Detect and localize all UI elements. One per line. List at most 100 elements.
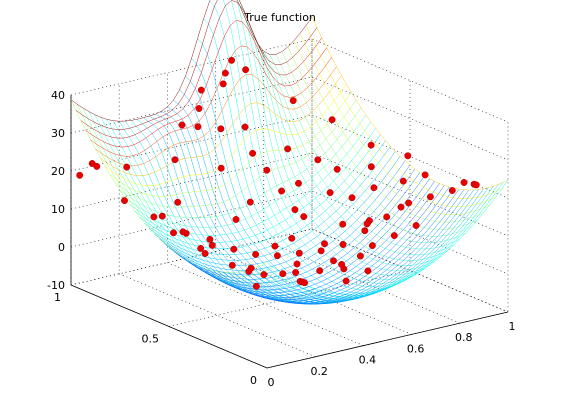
- sample-point-70: [338, 260, 346, 268]
- mesh-line-y-40: [70, 0, 313, 122]
- sample-point-27: [356, 252, 364, 260]
- mesh-line-y-34: [100, 75, 342, 176]
- sample-point-59: [363, 220, 371, 228]
- sample-point-44: [348, 194, 356, 202]
- mesh-line-y-30: [119, 107, 362, 219]
- sample-point-72: [292, 269, 300, 276]
- mesh-line-y-23: [154, 151, 396, 266]
- sample-point-58: [291, 206, 299, 214]
- sample-point-50: [194, 123, 202, 131]
- sample-point-35: [249, 149, 257, 157]
- sample-point-73: [260, 271, 268, 279]
- sample-point-48: [300, 213, 308, 221]
- sample-point-30: [201, 250, 209, 257]
- sample-point-11: [295, 249, 303, 257]
- mesh-line-y-22: [159, 156, 401, 271]
- mesh-line-y-9: [222, 189, 465, 305]
- mesh-line-y-4: [247, 187, 489, 303]
- mesh-line-y-15: [193, 181, 435, 296]
- sample-point-18: [448, 187, 456, 194]
- sample-point-15: [383, 213, 391, 221]
- mesh-line-y-29: [124, 114, 367, 228]
- x-grid-line-5: [311, 39, 509, 313]
- sample-point-56: [293, 260, 301, 268]
- sample-point-5: [158, 212, 166, 220]
- x-tick-label-3: 0.6: [407, 342, 425, 355]
- sample-point-3: [121, 197, 128, 205]
- sample-point-71: [316, 267, 324, 275]
- z-tick-label-0: -10: [47, 279, 65, 292]
- sample-point-37: [195, 105, 203, 112]
- mesh-line-x-35: [281, 51, 478, 230]
- sample-point-60: [397, 203, 405, 211]
- y-tick-label-1: 0.5: [142, 333, 160, 346]
- sample-point-45: [370, 184, 378, 192]
- x-tick-label-0: 0: [268, 376, 275, 389]
- sample-point-66: [368, 242, 376, 250]
- sample-point-75: [197, 244, 205, 252]
- sample-point-17: [426, 193, 434, 201]
- sample-point-38: [197, 86, 205, 94]
- sample-point-32: [208, 241, 216, 249]
- z-grid-line-5: [70, 38, 509, 123]
- sample-point-51: [232, 216, 240, 223]
- mesh-line-y-39: [75, 0, 318, 130]
- z-tick-label-1: 0: [58, 241, 65, 254]
- sample-point-4: [123, 163, 131, 171]
- mesh-line-y-16: [188, 178, 430, 294]
- y-tick-label-0: 0: [250, 374, 257, 387]
- y-tick-label-2: 1: [54, 291, 61, 304]
- mesh-line-x-6: [106, 119, 304, 295]
- sample-point-83: [321, 240, 328, 248]
- sample-point-7: [206, 235, 214, 243]
- sample-point-77: [179, 228, 187, 236]
- mesh-line-y-14: [198, 183, 440, 298]
- mesh-line-y-28: [129, 121, 371, 236]
- mesh-line-y-26: [139, 134, 381, 250]
- mesh-line-y-25: [144, 140, 386, 255]
- mesh-line-y-3: [252, 186, 494, 301]
- mesh-line-y-37: [85, 20, 327, 148]
- x-grid-line-4: [263, 50, 460, 324]
- z-tick-label-3: 20: [51, 165, 65, 178]
- sample-point-64: [328, 116, 336, 124]
- sample-point-36: [217, 125, 225, 133]
- sample-points: [76, 56, 480, 290]
- mesh-line-y-10: [217, 188, 460, 304]
- axes: [70, 95, 509, 369]
- x-grid-line-1: [118, 83, 316, 358]
- sample-point-41: [263, 166, 271, 174]
- mesh-line-y-36: [90, 45, 332, 157]
- x-tick-label-5: 1: [509, 320, 516, 333]
- sample-point-42: [295, 179, 302, 187]
- sample-point-82: [330, 257, 337, 265]
- sample-point-63: [367, 141, 375, 149]
- mesh-line-y-19: [173, 168, 416, 284]
- z-axis-ticks: -10 0 10 20 30 40: [47, 89, 65, 292]
- sample-point-13: [339, 241, 347, 248]
- z-tick-label-2: 10: [51, 203, 65, 216]
- axis-edge-0: [266, 311, 509, 369]
- z-grid-line-1: [70, 190, 509, 275]
- mesh-line-x-15: [161, 111, 358, 305]
- mesh-line-y-7: [232, 189, 474, 305]
- sample-point-9: [252, 250, 260, 258]
- mesh-line-x-37: [293, 40, 490, 215]
- sample-point-76: [150, 213, 158, 221]
- z-tick-label-4: 30: [51, 127, 65, 140]
- sample-point-89: [404, 152, 412, 160]
- sample-point-43: [326, 189, 334, 197]
- sample-point-0: [76, 171, 84, 179]
- sample-point-49: [217, 164, 225, 172]
- y-axis-ticks: 00.51: [54, 291, 257, 387]
- mesh-line-x-29: [245, 19, 442, 266]
- sample-point-14: [361, 227, 369, 235]
- sample-point-26: [364, 267, 372, 275]
- sample-point-29: [252, 282, 260, 290]
- sample-point-21: [460, 179, 468, 186]
- sample-point-25: [342, 277, 350, 285]
- mesh-line-y-32: [110, 92, 352, 197]
- x-tick-label-4: 0.8: [455, 331, 473, 344]
- sample-point-67: [390, 232, 398, 240]
